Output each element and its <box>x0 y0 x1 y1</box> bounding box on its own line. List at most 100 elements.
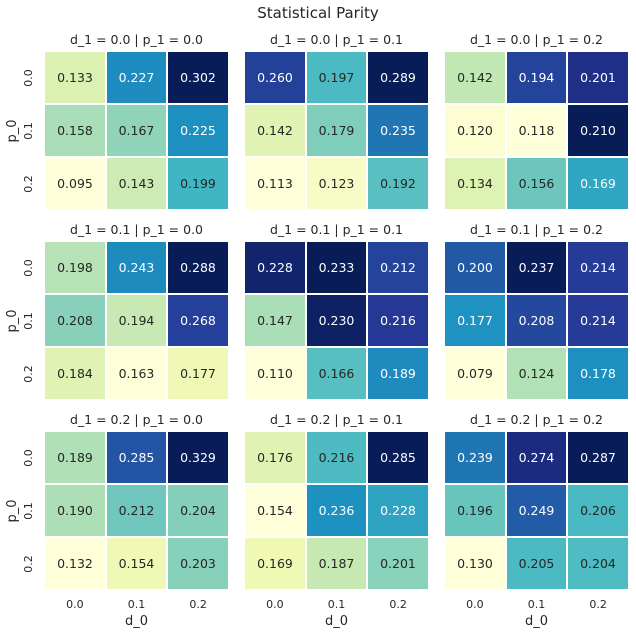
heatmap-cell: 0.289 <box>367 51 429 104</box>
cell-value-label: 0.095 <box>57 176 93 191</box>
cell-value-label: 0.329 <box>180 450 216 465</box>
cell-value-label: 0.289 <box>380 70 416 85</box>
heatmap-cell: 0.203 <box>167 537 229 590</box>
cell-value-label: 0.201 <box>580 70 616 85</box>
cell-value-label: 0.169 <box>580 176 616 191</box>
cell-value-label: 0.212 <box>380 260 416 275</box>
heatmap-cell: 0.177 <box>444 294 506 347</box>
cell-value-label: 0.192 <box>380 176 416 191</box>
heatmap-cell: 0.176 <box>244 431 306 484</box>
cell-value-label: 0.124 <box>518 366 555 381</box>
heatmap-cell: 0.178 <box>567 347 629 400</box>
heatmap-cell: 0.142 <box>444 51 506 104</box>
heatmap-cell: 0.118 <box>506 104 567 157</box>
cell-value-label: 0.237 <box>518 260 555 275</box>
cell-value-label: 0.133 <box>57 70 93 85</box>
cell-value-label: 0.194 <box>518 70 555 85</box>
heatmap-cell: 0.196 <box>444 484 506 537</box>
panel-title: d_1 = 0.2 | p_1 = 0.2 <box>469 412 604 427</box>
cell-value-label: 0.177 <box>180 366 216 381</box>
cell-value-label: 0.179 <box>318 123 355 138</box>
cell-value-label: 0.142 <box>457 70 493 85</box>
cell-value-label: 0.154 <box>118 556 155 571</box>
cell-value-label: 0.268 <box>180 313 216 328</box>
heatmap-cell: 0.158 <box>44 104 106 157</box>
heatmap-cell: 0.192 <box>367 157 429 210</box>
heatmap-cell: 0.214 <box>567 294 629 347</box>
cell-value-label: 0.123 <box>318 176 355 191</box>
heatmap-cell: 0.154 <box>106 537 167 590</box>
cell-value-label: 0.189 <box>57 450 93 465</box>
heatmap-cell: 0.237 <box>506 241 567 294</box>
heatmap-cell: 0.285 <box>367 431 429 484</box>
cell-value-label: 0.212 <box>118 503 155 518</box>
cell-value-label: 0.184 <box>57 366 93 381</box>
cell-value-label: 0.260 <box>257 70 293 85</box>
cell-value-label: 0.079 <box>457 366 493 381</box>
heatmap-cell: 0.201 <box>567 51 629 104</box>
heatmap-cell: 0.200 <box>444 241 506 294</box>
figure-title: Statistical Parity <box>257 4 379 22</box>
cell-value-label: 0.196 <box>457 503 493 518</box>
cell-value-label: 0.205 <box>518 556 555 571</box>
cell-value-label: 0.243 <box>118 260 155 275</box>
heatmap-cell: 0.210 <box>567 104 629 157</box>
panel-title: d_1 = 0.1 | p_1 = 0.0 <box>69 222 204 237</box>
heatmap-cell: 0.189 <box>367 347 429 400</box>
heatmap-cell: 0.179 <box>306 104 367 157</box>
cell-value-label: 0.214 <box>580 313 616 328</box>
heatmap-cell: 0.113 <box>244 157 306 210</box>
cell-value-label: 0.225 <box>180 123 216 138</box>
heatmap-cell: 0.197 <box>306 51 367 104</box>
cell-value-label: 0.143 <box>118 176 155 191</box>
cell-value-label: 0.208 <box>57 313 93 328</box>
x-tick-label: 0.1 <box>327 598 346 611</box>
y-tick-label: 0.1 <box>22 311 35 330</box>
heatmap-cell: 0.163 <box>106 347 167 400</box>
cell-value-label: 0.134 <box>457 176 493 191</box>
heatmap-cell: 0.147 <box>244 294 306 347</box>
cell-value-label: 0.190 <box>57 503 93 518</box>
y-axis-label: p_0 <box>5 308 20 333</box>
y-tick-label: 0.2 <box>22 554 35 573</box>
x-tick-label: 0.0 <box>266 598 284 611</box>
cell-value-label: 0.154 <box>257 503 293 518</box>
panel-title: d_1 = 0.1 | p_1 = 0.1 <box>269 222 404 237</box>
cell-value-label: 0.147 <box>257 313 293 328</box>
heatmap-cell: 0.167 <box>106 104 167 157</box>
heatmap-cell: 0.329 <box>167 431 229 484</box>
heatmap-cell: 0.130 <box>444 537 506 590</box>
heatmap-cell: 0.302 <box>167 51 229 104</box>
cell-value-label: 0.235 <box>380 123 416 138</box>
cell-value-label: 0.216 <box>380 313 416 328</box>
y-tick-label: 0.0 <box>22 448 35 467</box>
cell-value-label: 0.197 <box>318 70 355 85</box>
heatmap-cell: 0.095 <box>44 157 106 210</box>
cell-value-label: 0.228 <box>380 503 416 518</box>
heatmap-cell: 0.236 <box>306 484 367 537</box>
y-tick-label: 0.0 <box>22 68 35 87</box>
cell-value-label: 0.142 <box>257 123 293 138</box>
y-tick-label: 0.1 <box>22 501 35 520</box>
cell-value-label: 0.302 <box>180 70 216 85</box>
cell-value-label: 0.216 <box>318 450 355 465</box>
heatmap-cell: 0.208 <box>506 294 567 347</box>
heatmap-cell: 0.156 <box>506 157 567 210</box>
cell-value-label: 0.249 <box>518 503 555 518</box>
heatmap-cell: 0.288 <box>167 241 229 294</box>
heatmap-cell: 0.132 <box>44 537 106 590</box>
heatmap-cell: 0.216 <box>306 431 367 484</box>
cell-value-label: 0.239 <box>457 450 493 465</box>
heatmap-cell: 0.166 <box>306 347 367 400</box>
heatmap-cell: 0.177 <box>167 347 229 400</box>
cell-value-label: 0.214 <box>580 260 616 275</box>
cell-value-label: 0.288 <box>180 260 216 275</box>
cell-value-label: 0.287 <box>580 450 616 465</box>
cell-value-label: 0.204 <box>180 503 216 518</box>
heatmap-cell: 0.212 <box>106 484 167 537</box>
heatmap-cell: 0.120 <box>444 104 506 157</box>
cell-value-label: 0.163 <box>118 366 155 381</box>
cell-value-label: 0.156 <box>518 176 555 191</box>
cell-value-label: 0.130 <box>457 556 493 571</box>
